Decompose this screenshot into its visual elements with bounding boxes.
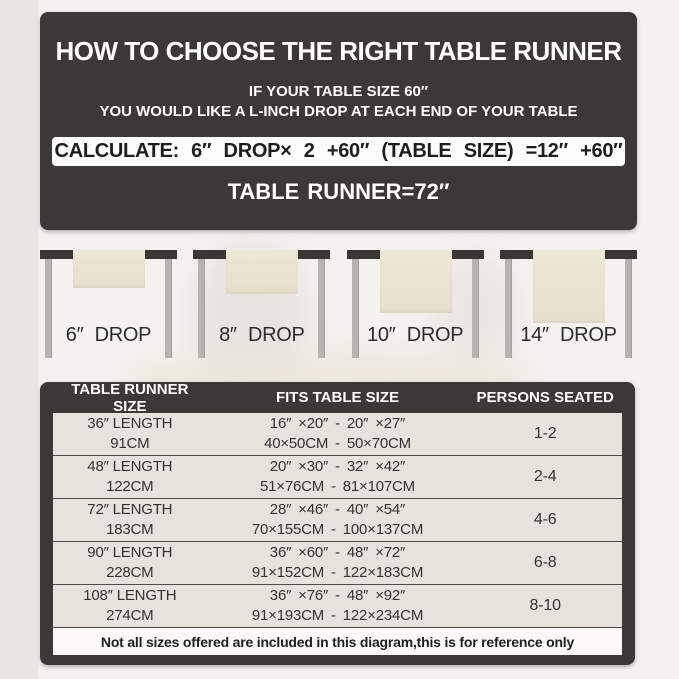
fits-size-in: 20″ ×30″ - 32″ ×42″ bbox=[269, 458, 406, 476]
fits-size-cm: 91×193CM - 122×234CM bbox=[251, 607, 424, 624]
persons-seated-cell: 2-4 bbox=[533, 468, 557, 486]
header-panel: HOW TO CHOOSE THE RIGHT TABLE RUNNER IF … bbox=[40, 12, 637, 230]
table-row: 48″ LENGTH 122CM 20″ ×30″ - 32″ ×42″ 51×… bbox=[53, 455, 622, 498]
table-leg bbox=[471, 259, 479, 358]
runner-length-cm: 122CM bbox=[106, 478, 154, 495]
runner-length-in: 36″ LENGTH bbox=[87, 415, 173, 433]
page-title: HOW TO CHOOSE THE RIGHT TABLE RUNNER bbox=[55, 36, 622, 66]
size-chart-header: TABLE RUNNER SIZE FITS TABLE SIZE PERSON… bbox=[53, 380, 622, 415]
column-header-runner-size: TABLE RUNNER SIZE bbox=[71, 380, 189, 415]
table-figure-10in-drop: 10″ DROP bbox=[346, 248, 484, 363]
table-leg bbox=[624, 259, 632, 358]
fits-size-in: 28″ ×46″ - 40″ ×54″ bbox=[269, 501, 406, 519]
table-figure-14in-drop: 14″ DROP bbox=[499, 248, 637, 363]
drop-label: 6″ DROP bbox=[65, 324, 152, 346]
fits-size-cm: 40×50CM - 50×70CM bbox=[264, 435, 411, 452]
table-leg bbox=[165, 259, 172, 358]
column-header-persons-seated: PERSONS SEATED bbox=[476, 389, 614, 406]
runner-size-cell: 90″ LENGTH 228CM bbox=[53, 543, 207, 583]
calculation-formula-bar: CALCULATE: 6″ DROP× 2 +60″ (TABLE SIZE) … bbox=[52, 137, 625, 166]
table-row: 108″ LENGTH 274CM 36″ ×76″ - 48″ ×92″ 91… bbox=[53, 584, 622, 627]
runner-size-cell: 48″ LENGTH 122CM bbox=[53, 457, 207, 497]
table-row: 72″ LENGTH 183CM 28″ ×46″ - 40″ ×54″ 70×… bbox=[53, 498, 622, 541]
runner-length-cm: 91CM bbox=[110, 435, 150, 452]
drop-diagram-row: 6″ DROP 8″ DROP 10″ DROP 14″ DROP bbox=[40, 248, 637, 363]
table-leg bbox=[504, 259, 512, 358]
column-header-fits-table-size: FITS TABLE SIZE bbox=[275, 389, 400, 406]
table-figure-6in-drop: 6″ DROP bbox=[40, 248, 177, 363]
table-row: 90″ LENGTH 228CM 36″ ×60″ - 48″ ×72″ 91×… bbox=[53, 541, 622, 584]
drop-label: 14″ DROP bbox=[520, 324, 617, 346]
persons-seated-cell: 1-2 bbox=[533, 425, 557, 443]
drop-label: 10″ DROP bbox=[367, 324, 464, 346]
fits-size-cm: 51×76CM - 81×107CM bbox=[259, 478, 415, 495]
table-runner-cloth bbox=[379, 250, 452, 313]
fits-size-cm: 70×155CM - 100×137CM bbox=[251, 521, 424, 538]
runner-length-in: 48″ LENGTH bbox=[87, 458, 173, 476]
size-chart-body: 36″ LENGTH 91CM 16″ ×20″ - 20″ ×27″ 40×5… bbox=[53, 413, 622, 655]
fits-size-cell: 28″ ×46″ - 40″ ×54″ 70×155CM - 100×137CM bbox=[207, 500, 469, 540]
fits-size-cell: 36″ ×60″ - 48″ ×72″ 91×152CM - 122×183CM bbox=[207, 543, 469, 583]
table-leg bbox=[198, 259, 206, 358]
table-leg bbox=[318, 259, 326, 358]
persons-seated-cell: 4-6 bbox=[533, 511, 557, 529]
runner-length-cm: 228CM bbox=[106, 564, 154, 581]
runner-size-cell: 36″ LENGTH 91CM bbox=[53, 414, 207, 454]
fits-size-in: 16″ ×20″ - 20″ ×27″ bbox=[269, 415, 406, 433]
table-row: 36″ LENGTH 91CM 16″ ×20″ - 20″ ×27″ 40×5… bbox=[53, 413, 622, 455]
fits-size-in: 36″ ×76″ - 48″ ×92″ bbox=[269, 587, 406, 605]
fits-size-cell: 16″ ×20″ - 20″ ×27″ 40×50CM - 50×70CM bbox=[207, 414, 469, 454]
calculation-result: TABLE RUNNER=72″ bbox=[227, 179, 450, 204]
table-leg bbox=[45, 259, 52, 358]
fits-size-cell: 20″ ×30″ - 32″ ×42″ 51×76CM - 81×107CM bbox=[207, 457, 469, 497]
table-leg bbox=[351, 259, 359, 358]
table-runner-cloth bbox=[532, 250, 605, 323]
fits-size-in: 36″ ×60″ - 48″ ×72″ bbox=[269, 544, 406, 562]
size-chart: TABLE RUNNER SIZE FITS TABLE SIZE PERSON… bbox=[40, 380, 635, 665]
persons-seated-cell: 6-8 bbox=[533, 554, 557, 572]
disclaimer-note: Not all sizes offered are included in th… bbox=[53, 627, 622, 655]
runner-size-cell: 72″ LENGTH 183CM bbox=[53, 500, 207, 540]
fits-size-cm: 91×152CM - 122×183CM bbox=[251, 564, 424, 581]
runner-length-in: 90″ LENGTH bbox=[87, 544, 173, 562]
runner-length-in: 72″ LENGTH bbox=[87, 501, 173, 519]
runner-length-cm: 274CM bbox=[106, 607, 154, 624]
runner-length-cm: 183CM bbox=[106, 521, 154, 538]
runner-length-in: 108″ LENGTH bbox=[83, 587, 177, 605]
subtitle-line-2: YOU WOULD LIKE A L-INCH DROP AT EACH END… bbox=[99, 103, 578, 120]
persons-seated-cell: 8-10 bbox=[529, 597, 561, 615]
runner-size-cell: 108″ LENGTH 274CM bbox=[53, 586, 207, 626]
table-figure-8in-drop: 8″ DROP bbox=[193, 248, 331, 363]
fits-size-cell: 36″ ×76″ - 48″ ×92″ 91×193CM - 122×234CM bbox=[207, 586, 469, 626]
drop-label: 8″ DROP bbox=[219, 324, 305, 346]
table-runner-cloth bbox=[226, 250, 299, 294]
subtitle-line-1: IF YOUR TABLE SIZE 60″ bbox=[248, 83, 429, 100]
table-runner-cloth bbox=[73, 250, 145, 288]
background-wall-stripe bbox=[0, 0, 38, 679]
